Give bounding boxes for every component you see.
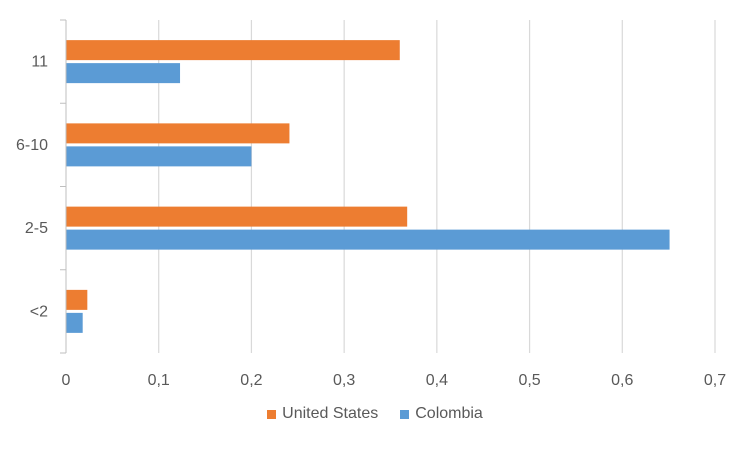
legend-item-colombia: Colombia: [400, 405, 483, 423]
x-tick-label: 0,6: [611, 372, 633, 389]
bar-united-states: [66, 289, 88, 310]
x-tick-labels: 0 0,1 0,2 0,3 0,4 0,5 0,6 0,7: [62, 372, 727, 389]
bar-colombia: [66, 312, 83, 333]
legend-label-united-states: United States: [282, 405, 379, 422]
x-tick-label: 0,5: [518, 372, 540, 389]
bar-united-states: [66, 40, 400, 61]
legend: United States Colombia: [0, 405, 750, 423]
bar-colombia: [66, 63, 181, 84]
axes: [60, 19, 67, 354]
bar-colombia: [66, 229, 670, 250]
x-tick-label: 0,2: [240, 372, 262, 389]
bar-chart-plot: <2 2-5 6-10 11 0 0,1 0,2 0,3 0,4 0,5 0,6 0,7: [16, 19, 727, 389]
x-tick-label: 0,7: [704, 372, 726, 389]
bar-colombia: [66, 146, 252, 167]
y-tick-labels: <2 2-5 6-10 11: [16, 54, 48, 321]
bar-united-states: [66, 123, 290, 144]
legend-swatch-united-states: [267, 409, 277, 419]
x-tick-label: 0,3: [333, 372, 355, 389]
x-tick-label: 0,1: [148, 372, 170, 389]
legend-swatch-colombia: [400, 409, 410, 419]
legend-item-united-states: United States: [267, 405, 378, 423]
y-tick-label: 11: [31, 54, 48, 71]
gridlines: [158, 20, 716, 353]
x-tick-label: 0,4: [426, 372, 448, 389]
y-tick-label: <2: [30, 303, 48, 320]
y-tick-label: 2-5: [25, 220, 48, 237]
bars: [66, 40, 670, 333]
legend-label-colombia: Colombia: [415, 405, 483, 422]
bar-united-states: [66, 206, 408, 227]
y-tick-label: 6-10: [16, 137, 48, 154]
x-tick-label: 0: [62, 372, 71, 389]
